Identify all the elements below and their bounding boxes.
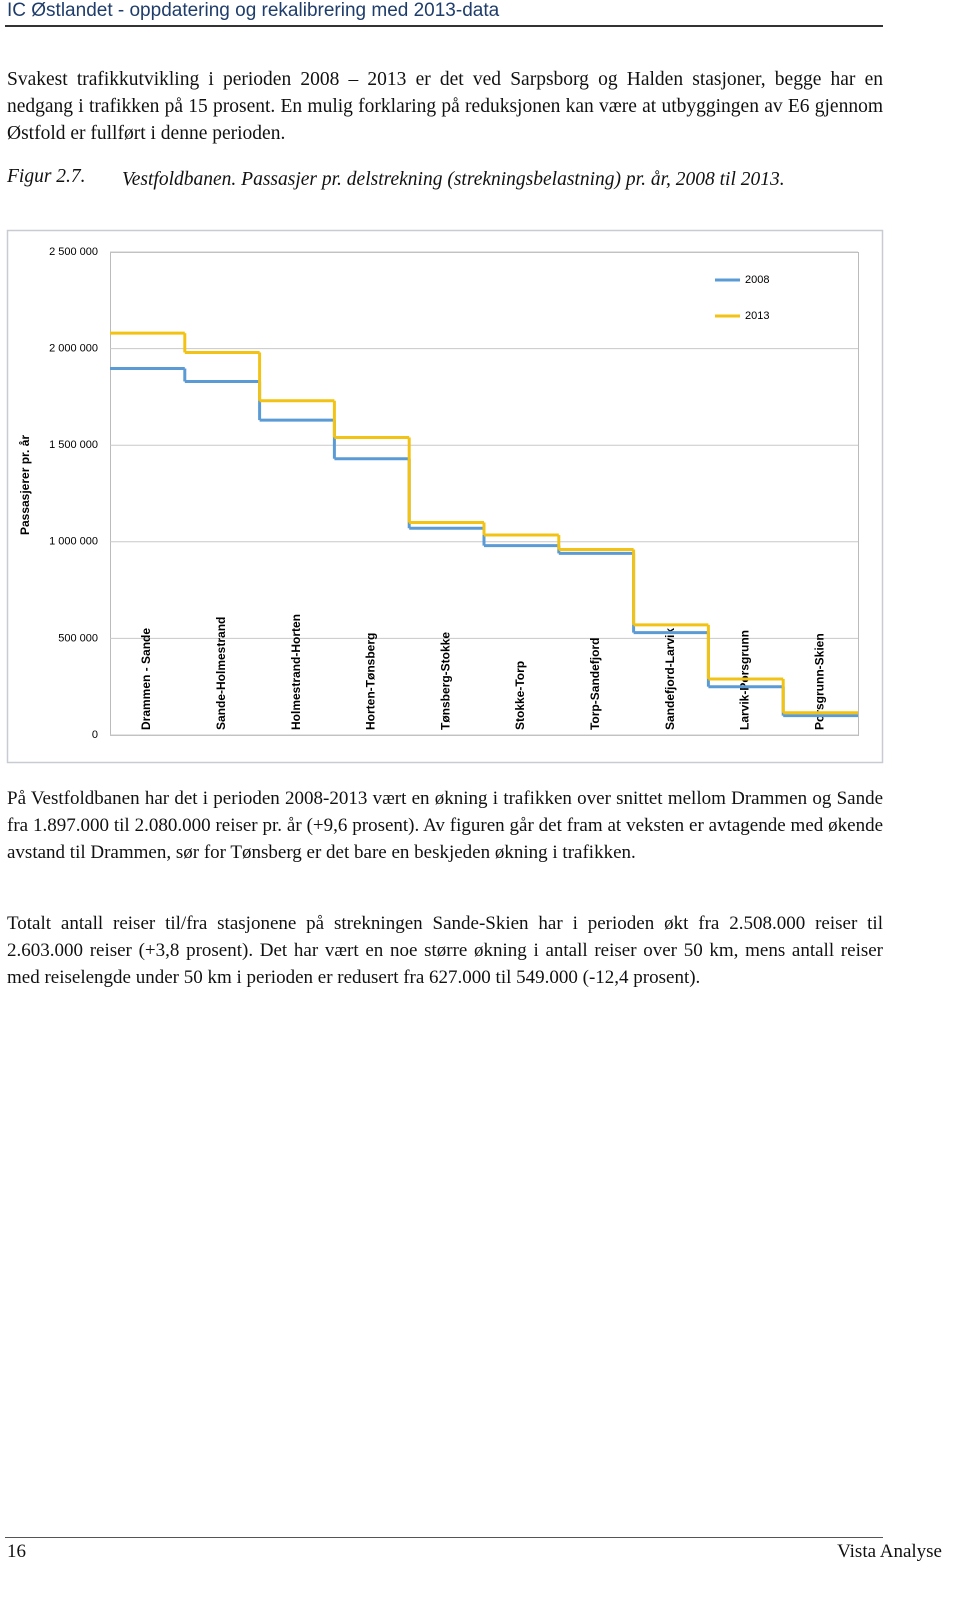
x-tick-label: Torp-Sandefjord [588,638,602,730]
y-tick-label: 1 500 000 [49,439,98,451]
paragraph: På Vestfoldbanen har det i perioden 2008… [7,788,883,863]
x-tick-label: Tønsberg-Stokke [438,632,452,730]
figure-number: Figur 2.7. [7,166,86,187]
y-tick-label: 0 [92,729,98,741]
x-tick-label: Sande-Holmestrand [214,617,228,730]
footer-rule [5,1537,883,1538]
y-tick-label: 500 000 [58,632,98,644]
y-tick-label: 1 000 000 [49,536,98,548]
x-tick-label: Porsgrunn-Skien [812,633,826,730]
publisher: Vista Analyse [837,1541,942,1562]
legend-label: 2013 [745,310,769,322]
x-tick-label: Horten-Tønsberg [364,633,378,730]
chart: Passasjerer pr. år 0 500 000 1 000 000 1 50… [6,229,884,764]
legend-label: 2008 [745,274,769,286]
x-tick-label: Stokke-Torp [513,661,527,730]
y-tick-label: 2 000 000 [49,343,98,355]
page-number: 16 [7,1541,26,1562]
figure-caption: Vestfoldbanen. Passasjer pr. delstreknin… [122,169,785,190]
y-tick-label: 2 500 000 [49,246,98,258]
x-tick-label: Sandefjord-Larvik [663,628,677,730]
chart-frame [6,229,884,764]
header-rule [5,25,883,27]
y-axis-label: Passasjerer pr. år [18,435,32,535]
x-tick-label: Holmestrand-Horten [289,614,303,730]
x-tick-label: Drammen - Sande [139,628,153,730]
paragraph: Totalt antall reiser til/fra stasjonene … [7,913,883,988]
header-title: IC Østlandet - oppdatering og rekalibrer… [7,0,500,21]
paragraph: Svakest trafikkutvikling i perioden 2008… [7,69,883,144]
